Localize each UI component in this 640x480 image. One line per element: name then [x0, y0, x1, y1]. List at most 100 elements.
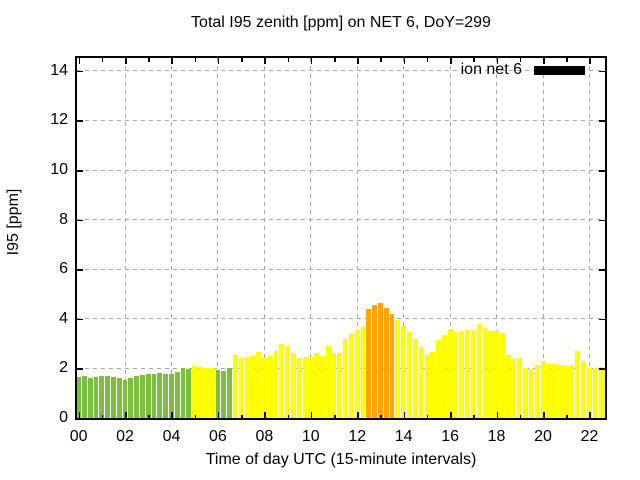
x-tick-label: 00 — [69, 428, 88, 445]
x-tick-bottom — [334, 414, 336, 418]
bar — [82, 375, 87, 418]
bar — [534, 364, 540, 418]
bar — [354, 329, 360, 418]
bar — [383, 307, 389, 418]
bar — [575, 351, 581, 418]
x-tick-top — [287, 58, 290, 62]
bar — [447, 328, 453, 418]
x-tick-top — [264, 58, 266, 64]
bar — [221, 371, 227, 418]
bar — [470, 330, 476, 418]
bar — [592, 368, 598, 418]
bar — [180, 368, 186, 418]
x-tick-bottom — [287, 414, 290, 418]
bar — [441, 334, 447, 418]
bar — [418, 346, 424, 418]
y-gridline — [77, 268, 605, 270]
x-tick-bottom — [171, 412, 173, 418]
x-tick-top — [125, 58, 127, 64]
bar — [360, 326, 366, 418]
x-tick-top — [310, 58, 313, 64]
bar — [163, 373, 169, 418]
x-tick-bottom — [450, 412, 452, 418]
y-tick-right — [599, 170, 605, 172]
x-tick-bottom — [566, 414, 568, 418]
x-tick-top — [334, 58, 336, 62]
x-tick-label: 04 — [162, 428, 181, 445]
x-tick-bottom — [357, 412, 359, 418]
bar — [238, 358, 244, 418]
bar — [290, 352, 296, 418]
x-tick-top — [380, 58, 382, 62]
x-gridline — [496, 58, 498, 418]
bar — [140, 374, 145, 418]
chart-title: Total I95 zenith [ppm] on NET 6, DoY=299 — [191, 14, 491, 31]
bar — [186, 369, 192, 418]
x-tick-bottom — [426, 414, 429, 418]
bar — [540, 361, 546, 418]
x-tick-top — [426, 58, 429, 62]
bar — [302, 357, 308, 418]
x-tick-label: 12 — [348, 428, 367, 445]
bar — [99, 375, 105, 418]
x-tick-bottom — [589, 412, 591, 418]
bar — [488, 330, 494, 418]
bar — [412, 338, 418, 418]
bar — [331, 352, 337, 418]
y-tick-label: 4 — [59, 309, 68, 327]
bar — [256, 351, 261, 418]
legend-label: ion net 6 — [460, 61, 522, 78]
bar — [517, 357, 523, 418]
y-gridline — [77, 318, 605, 320]
x-tick-top — [171, 58, 173, 64]
bar — [261, 357, 267, 418]
bar — [227, 368, 232, 418]
x-tick-bottom — [194, 414, 197, 418]
x-tick-bottom — [310, 412, 313, 418]
bar — [151, 373, 157, 418]
y-gridline — [77, 119, 605, 121]
bar — [244, 357, 250, 418]
bar — [157, 372, 163, 418]
bar — [93, 376, 99, 418]
bar — [169, 373, 174, 418]
x-tick-label: 06 — [209, 428, 227, 445]
legend-swatch — [534, 65, 585, 75]
y-tick-left — [77, 170, 83, 172]
y-tick-left — [77, 120, 83, 122]
x-gridline — [124, 58, 126, 418]
bar — [232, 354, 238, 418]
bar — [198, 367, 203, 418]
bar — [407, 332, 412, 418]
bar — [424, 354, 430, 418]
y-gridline — [77, 70, 605, 72]
bar — [511, 358, 517, 418]
x-tick-bottom — [241, 414, 243, 418]
bar — [296, 358, 302, 418]
bar — [546, 363, 552, 418]
y-tick-left — [77, 368, 83, 370]
y-tick-left — [77, 269, 83, 271]
bar — [482, 328, 488, 418]
y-tick-right — [599, 70, 605, 73]
bar — [308, 357, 314, 418]
x-gridline — [170, 58, 172, 418]
x-tick-top — [496, 58, 499, 64]
x-tick-bottom — [496, 412, 499, 418]
y-axis-label: I95 [ppm] — [5, 188, 22, 256]
bar — [372, 305, 378, 418]
legend: ion net 6 — [461, 61, 585, 79]
x-tick-bottom — [101, 414, 104, 418]
bar — [145, 373, 151, 418]
bar — [349, 333, 354, 418]
y-tick-right — [599, 269, 605, 271]
x-tick-bottom — [217, 412, 220, 418]
x-tick-bottom — [125, 412, 127, 418]
bar — [563, 366, 569, 418]
x-tick-bottom — [473, 414, 475, 418]
y-tick-left — [77, 219, 83, 222]
y-tick-left — [77, 70, 83, 73]
bar — [122, 379, 128, 418]
x-gridline — [310, 58, 312, 418]
